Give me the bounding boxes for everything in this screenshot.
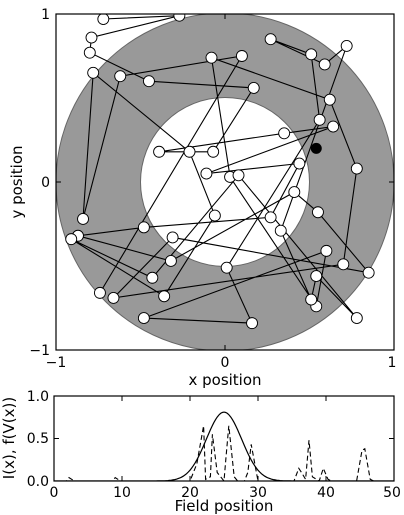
path-point-22 bbox=[350, 162, 363, 175]
bottom-ytick-label-2: 1.0 bbox=[27, 389, 49, 405]
path-point-18 bbox=[362, 266, 375, 279]
top-xtick-label-2: 1 bbox=[388, 355, 397, 371]
path-markers bbox=[65, 14, 375, 330]
path-point-46 bbox=[87, 66, 100, 79]
path-point-44 bbox=[208, 209, 221, 222]
path-point-35 bbox=[340, 39, 353, 52]
bottom-x-axis-label: Field position bbox=[175, 497, 274, 515]
path-point-23 bbox=[323, 93, 336, 106]
bottom-xtick-label-4: 40 bbox=[317, 485, 335, 501]
top-xtick-label-0: −1 bbox=[46, 355, 67, 371]
bottom-xtick-label-0: 0 bbox=[50, 485, 59, 501]
path-point-12 bbox=[264, 211, 277, 224]
bottom-xtick-label-3: 30 bbox=[249, 485, 267, 501]
bottom-ytick-label-1: 0.5 bbox=[27, 431, 49, 447]
path-point-29 bbox=[246, 317, 258, 330]
field-chart: 0 10 20 30 40 50 0.0 0.5 1.0 Field posit… bbox=[0, 389, 401, 515]
path-point-36 bbox=[274, 224, 287, 237]
path-point-42 bbox=[65, 233, 78, 246]
bottom-y-axis-label: I(x), f(V(x)) bbox=[0, 397, 18, 479]
top-axis-ticks bbox=[55, 13, 395, 351]
path-point-39 bbox=[350, 312, 363, 325]
top-ytick-label-0: −1 bbox=[29, 343, 50, 359]
path-point-24 bbox=[205, 51, 218, 64]
current-position-marker bbox=[310, 142, 322, 154]
path-point-15 bbox=[164, 255, 177, 267]
bottom-xtick-label-2: 20 bbox=[181, 485, 199, 501]
path-point-32 bbox=[305, 48, 318, 61]
path-point-8 bbox=[278, 127, 291, 140]
path-point-33 bbox=[264, 33, 277, 46]
path-point-48 bbox=[114, 70, 127, 83]
path-point-16 bbox=[288, 186, 301, 199]
path-point-0 bbox=[97, 14, 110, 25]
path-point-10 bbox=[200, 167, 213, 180]
path-point-27 bbox=[320, 244, 333, 257]
path-point-20 bbox=[107, 291, 120, 304]
path-point-17 bbox=[312, 206, 324, 219]
bottom-xtick-label-5: 50 bbox=[383, 485, 401, 501]
path-point-28 bbox=[137, 312, 150, 325]
path-point-13 bbox=[137, 221, 150, 234]
path-point-49 bbox=[235, 50, 248, 62]
path-point-45 bbox=[183, 145, 196, 158]
top-x-axis-label: x position bbox=[188, 371, 261, 389]
path-point-7 bbox=[153, 145, 166, 158]
path-point-21 bbox=[337, 258, 350, 271]
path-point-43 bbox=[158, 290, 171, 303]
path-point-19 bbox=[166, 231, 179, 244]
path-point-50 bbox=[93, 286, 106, 299]
series-dashed-line bbox=[54, 425, 394, 481]
position-chart: −1 0 1 −1 0 1 x position y position bbox=[8, 7, 396, 389]
path-point-1 bbox=[173, 14, 186, 22]
path-point-3 bbox=[83, 46, 96, 59]
top-ytick-label-1: 0 bbox=[41, 175, 50, 191]
series-solid-line bbox=[54, 411, 394, 481]
bottom-xtick-label-1: 10 bbox=[113, 485, 131, 501]
path-point-30 bbox=[220, 261, 233, 274]
path-point-41 bbox=[146, 271, 159, 284]
bottom-axis-ticks bbox=[53, 395, 395, 482]
top-xtick-label-1: 0 bbox=[221, 355, 230, 371]
top-ytick-label-2: 1 bbox=[41, 7, 50, 23]
path-point-34 bbox=[318, 58, 331, 71]
annulus-ring bbox=[56, 14, 394, 350]
path-point-6 bbox=[207, 145, 220, 158]
path-point-9 bbox=[327, 120, 340, 133]
path-point-4 bbox=[142, 75, 155, 88]
path-point-2 bbox=[85, 31, 98, 44]
path-point-31 bbox=[313, 113, 326, 126]
path-point-11 bbox=[293, 157, 306, 170]
path-point-40 bbox=[232, 169, 245, 182]
path-point-38 bbox=[310, 270, 323, 283]
plot-area-bottom bbox=[54, 396, 394, 481]
path-point-37 bbox=[305, 293, 318, 306]
top-y-axis-label: y position bbox=[8, 145, 26, 218]
path-point-47 bbox=[77, 213, 89, 225]
bottom-ytick-label-0: 0.0 bbox=[27, 474, 49, 490]
path-point-5 bbox=[247, 81, 260, 94]
